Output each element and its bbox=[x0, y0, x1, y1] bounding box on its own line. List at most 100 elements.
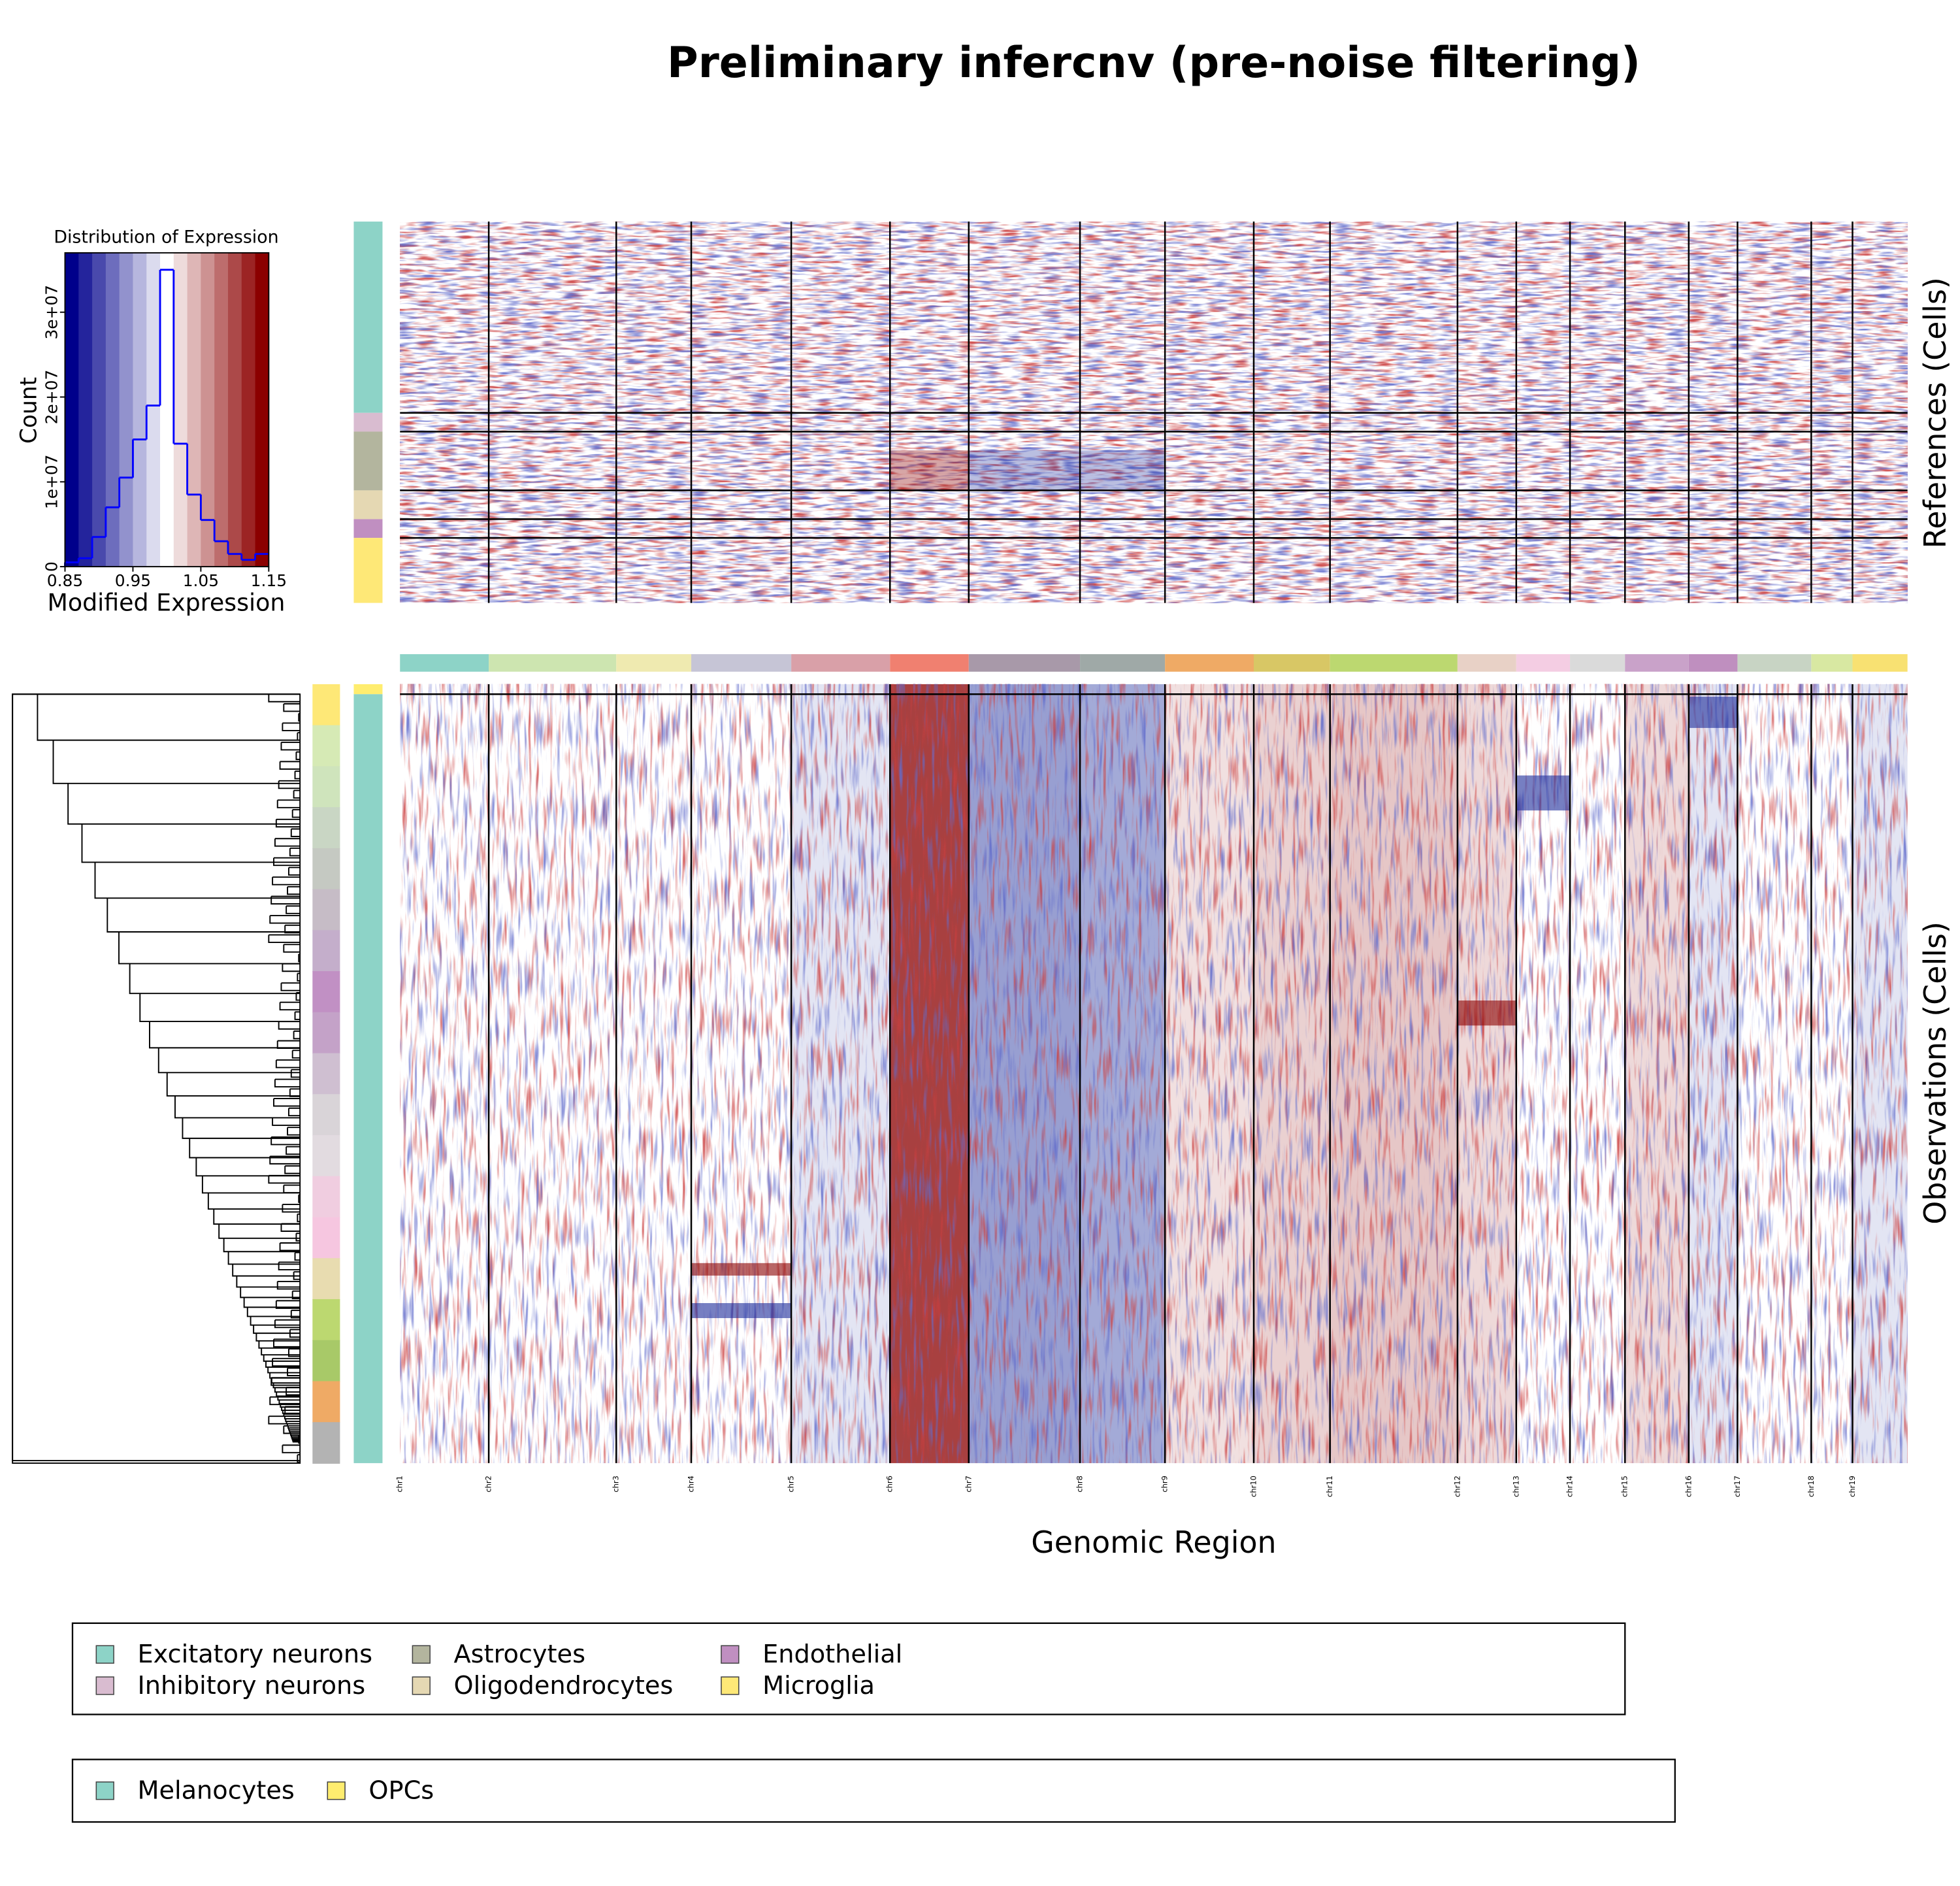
y-tick-label: 1e+07 bbox=[42, 455, 61, 510]
subcluster-bar bbox=[312, 1381, 340, 1423]
subcluster-bar bbox=[312, 1135, 340, 1177]
chromosome-bar bbox=[791, 654, 890, 672]
references-label: References (Cells) bbox=[1918, 277, 1953, 548]
chromosome-label: chr19 bbox=[1848, 1476, 1857, 1497]
chromosome-label: chr5 bbox=[787, 1476, 796, 1493]
subcluster-bar bbox=[312, 1012, 340, 1054]
chromosome-label: chr1 bbox=[395, 1476, 404, 1493]
color-band bbox=[187, 252, 201, 567]
legend-swatch bbox=[412, 1676, 431, 1695]
subcluster-bar bbox=[312, 766, 340, 808]
chromosome-label: chr17 bbox=[1733, 1476, 1742, 1497]
chromosome-bar bbox=[1737, 654, 1812, 672]
chromosome-label: chr14 bbox=[1565, 1476, 1575, 1497]
subcluster-bar bbox=[312, 848, 340, 890]
chromosome-bar bbox=[1330, 654, 1458, 672]
chromosome-label: chr12 bbox=[1452, 1476, 1462, 1497]
chromosome-label: chr15 bbox=[1620, 1476, 1629, 1497]
legend-label: Melanocytes bbox=[137, 1776, 294, 1806]
subcluster-bar bbox=[312, 930, 340, 972]
chromosome-label: chr7 bbox=[964, 1476, 973, 1493]
histogram-frame bbox=[64, 252, 270, 568]
chromosome-bar bbox=[616, 654, 692, 672]
legend-swatch bbox=[412, 1645, 431, 1664]
subcluster-bar bbox=[312, 807, 340, 849]
observation-texture-blue bbox=[400, 684, 1908, 1463]
legend-label: Endothelial bbox=[762, 1640, 902, 1669]
observation-patch bbox=[1688, 697, 1738, 728]
color-band bbox=[201, 252, 215, 567]
color-band bbox=[65, 252, 79, 567]
chromosome-bar bbox=[691, 654, 792, 672]
legend-label: Inhibitory neurons bbox=[137, 1671, 365, 1700]
color-band bbox=[214, 252, 229, 567]
color-band bbox=[146, 252, 161, 567]
reference-group-bar bbox=[353, 222, 383, 413]
color-band bbox=[227, 252, 242, 567]
color-band bbox=[119, 252, 134, 567]
observation-patch bbox=[691, 1303, 792, 1318]
legend-swatch bbox=[95, 1781, 114, 1800]
y-tick-label: 3e+07 bbox=[42, 285, 61, 340]
color-band bbox=[255, 252, 269, 567]
legend-swatch bbox=[721, 1676, 740, 1695]
reference-legend-box bbox=[71, 1622, 1626, 1715]
chromosome-bar bbox=[1516, 654, 1571, 672]
chromosome-bar bbox=[1811, 654, 1853, 672]
chromosome-label: chr4 bbox=[687, 1476, 696, 1493]
chromosome-label: chr11 bbox=[1325, 1476, 1334, 1497]
reference-group-bar bbox=[353, 538, 383, 603]
chromosome-label: chr8 bbox=[1075, 1476, 1085, 1493]
observation-patch bbox=[1457, 1001, 1516, 1026]
observation-legend-box bbox=[71, 1759, 1676, 1823]
color-band bbox=[105, 252, 120, 567]
chromosome-bar bbox=[1080, 654, 1166, 672]
observation-group-bar bbox=[353, 684, 383, 695]
legend-swatch bbox=[95, 1645, 114, 1664]
chromosome-label: chr18 bbox=[1806, 1476, 1816, 1497]
subcluster-bar bbox=[312, 1217, 340, 1259]
x-tick-label: 0.85 bbox=[47, 571, 83, 590]
color-band bbox=[160, 252, 174, 567]
chromosome-bar bbox=[1625, 654, 1689, 672]
subcluster-bar bbox=[312, 1299, 340, 1341]
chromosome-bar bbox=[1254, 654, 1330, 672]
reference-group-bar bbox=[353, 431, 383, 491]
subcluster-bar bbox=[312, 889, 340, 931]
histogram-y-label: Count bbox=[16, 377, 42, 444]
chart-title: Preliminary infercnv (pre-noise filterin… bbox=[667, 39, 1641, 88]
chromosome-label: chr3 bbox=[612, 1476, 621, 1493]
legend-label: OPCs bbox=[368, 1776, 434, 1806]
chromosome-bar bbox=[400, 654, 489, 672]
chromosome-label: chr6 bbox=[885, 1476, 894, 1493]
legend-label: Oligodendrocytes bbox=[454, 1671, 674, 1700]
legend-label: Microglia bbox=[762, 1671, 875, 1700]
reference-band bbox=[890, 450, 969, 491]
chromosome-label: chr2 bbox=[484, 1476, 493, 1493]
chromosome-label: chr13 bbox=[1511, 1476, 1520, 1497]
chromosome-bar bbox=[1852, 654, 1908, 672]
chromosome-label: chr16 bbox=[1684, 1476, 1693, 1497]
reference-group-bar bbox=[353, 412, 383, 432]
x-tick-label: 1.05 bbox=[183, 571, 219, 590]
color-band bbox=[241, 252, 256, 567]
color-band bbox=[92, 252, 106, 567]
subcluster-bar bbox=[312, 1094, 340, 1136]
chromosome-label: chr10 bbox=[1249, 1476, 1258, 1497]
observation-patch bbox=[691, 1263, 792, 1276]
legend-label: Excitatory neurons bbox=[137, 1640, 372, 1669]
reference-group-bar bbox=[353, 519, 383, 538]
legend-label: Astrocytes bbox=[454, 1640, 586, 1669]
dendrogram bbox=[12, 693, 301, 1463]
subcluster-bar bbox=[312, 1340, 340, 1382]
histogram-title: Distribution of Expression bbox=[54, 227, 278, 247]
chromosome-bar bbox=[1457, 654, 1516, 672]
chromosome-bar bbox=[1165, 654, 1254, 672]
chromosome-label: chr9 bbox=[1160, 1476, 1169, 1493]
x-tick-label: 0.95 bbox=[115, 571, 151, 590]
y-tick-label: 0 bbox=[42, 561, 61, 572]
chromosome-bar bbox=[1688, 654, 1738, 672]
legend-swatch bbox=[721, 1645, 740, 1664]
subcluster-bar bbox=[312, 1258, 340, 1300]
